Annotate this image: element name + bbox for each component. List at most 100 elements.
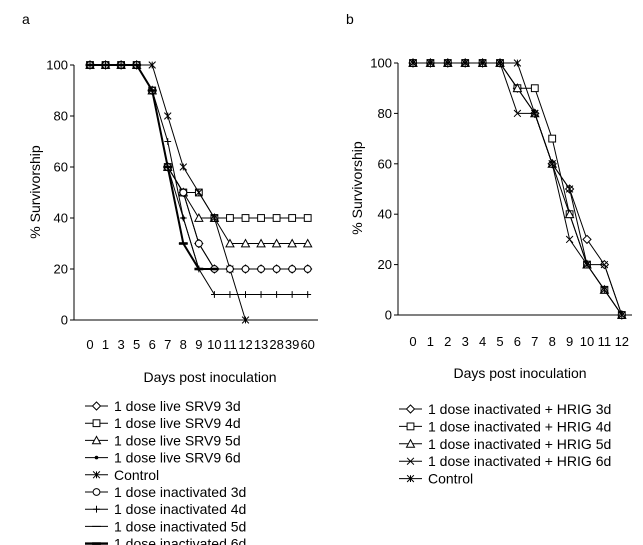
x-tick-label: 12 — [238, 337, 252, 352]
series-line — [90, 64, 215, 270]
data-point — [241, 214, 250, 222]
x-tick-label: 8 — [180, 337, 187, 352]
chart1-series-0 — [408, 58, 627, 320]
data-point — [583, 260, 591, 269]
data-point — [618, 311, 626, 319]
legend-item: 1 dose inactivated 4d — [85, 501, 246, 517]
data-point — [564, 209, 575, 219]
data-point — [531, 109, 539, 118]
data-point — [210, 214, 219, 222]
chart0-series-8 — [85, 63, 219, 271]
x-tick-label: 6 — [514, 334, 521, 349]
series-line — [413, 62, 623, 316]
data-point — [179, 214, 187, 222]
data-point — [164, 138, 172, 145]
chart1-series-2 — [408, 57, 627, 319]
data-point — [600, 260, 609, 269]
series-line — [413, 62, 623, 316]
legend-item: 1 dose inactivated + HRIG 5d — [399, 436, 611, 452]
data-point — [179, 163, 188, 171]
y-tick-label: 60 — [378, 156, 392, 171]
x-tick-label: 0 — [86, 337, 93, 352]
x-tick-label: 12 — [615, 334, 629, 349]
data-point — [530, 84, 539, 93]
data-point — [226, 265, 234, 273]
data-point — [513, 109, 522, 118]
data-point — [242, 291, 249, 298]
y-tick-label: 60 — [54, 160, 68, 175]
data-point — [211, 291, 218, 298]
y-tick-label: 0 — [385, 308, 392, 323]
legend-label: 1 dose inactivated 6d — [114, 536, 246, 545]
legend-marker-icon — [406, 422, 415, 431]
data-point — [257, 291, 265, 298]
x-tick-label: 1 — [427, 334, 434, 349]
x-tick-label: 13 — [254, 337, 268, 352]
data-point — [241, 316, 250, 324]
legend-label: 1 dose live SRV9 4d — [114, 415, 241, 431]
chart0-series-4 — [86, 61, 250, 324]
legend-item: 1 dose inactivated + HRIG 4d — [399, 418, 611, 434]
data-point — [600, 286, 609, 294]
data-point — [409, 59, 417, 67]
legend-label: 1 dose inactivated + HRIG 3d — [428, 401, 611, 417]
chart1-series-3 — [409, 59, 626, 319]
legend-label: Control — [114, 467, 159, 483]
panel-label: b — [346, 11, 354, 27]
legend-marker-icon — [405, 438, 416, 448]
legend-label: 1 dose inactivated 3d — [114, 484, 246, 500]
data-point — [225, 238, 235, 248]
series-line — [90, 64, 246, 321]
series-line — [413, 62, 623, 316]
legend-marker-icon — [92, 488, 101, 496]
y-tick-label: 20 — [54, 262, 68, 277]
legend-marker-icon — [406, 474, 415, 483]
x-tick-label: 11 — [598, 334, 612, 349]
legend-item: 1 dose live SRV9 5d — [85, 432, 241, 448]
legend-item: 1 dose inactivated 6d — [85, 536, 246, 545]
legend-label: 1 dose live SRV9 5d — [114, 432, 241, 448]
series-line — [90, 64, 215, 270]
data-point — [148, 61, 156, 69]
legend-label: 1 dose live SRV9 3d — [114, 398, 241, 414]
data-point — [288, 214, 297, 222]
y-tick-label: 100 — [370, 56, 392, 71]
data-point — [240, 238, 251, 248]
chart1-series-1 — [409, 59, 626, 319]
data-point — [226, 291, 234, 298]
y-tick-label: 80 — [378, 106, 392, 121]
legend-label: 1 dose inactivated + HRIG 5d — [428, 436, 611, 452]
x-axis-title: Days post inoculation — [143, 369, 276, 385]
x-tick-label: 3 — [117, 337, 124, 352]
data-point — [303, 265, 312, 273]
series-line — [413, 62, 623, 316]
data-point — [548, 160, 556, 168]
legend-marker-icon — [406, 457, 415, 465]
x-tick-label: 60 — [300, 337, 314, 352]
x-tick-label: 3 — [462, 334, 469, 349]
data-point — [513, 59, 522, 67]
x-tick-label: 4 — [479, 334, 486, 349]
legend-label: Control — [428, 471, 473, 487]
legend-item: 1 dose live SRV9 6d — [85, 450, 241, 466]
chart0-series-7 — [85, 64, 219, 270]
data-point — [288, 291, 296, 298]
data-point — [194, 212, 204, 222]
x-tick-label: 0 — [409, 334, 416, 349]
data-point — [426, 59, 435, 67]
data-point — [272, 214, 281, 222]
data-point — [565, 185, 574, 193]
series-line — [90, 64, 308, 295]
x-tick-label: 9 — [566, 334, 573, 349]
x-tick-label: 11 — [223, 337, 237, 352]
data-point — [287, 238, 297, 248]
data-point — [288, 265, 297, 273]
data-point — [512, 83, 523, 93]
legend-marker-icon — [91, 435, 102, 445]
legend-marker-icon — [94, 455, 99, 460]
data-point — [241, 265, 250, 273]
data-point — [257, 214, 265, 222]
data-point — [271, 238, 282, 248]
series-line — [90, 64, 308, 270]
data-point — [273, 291, 280, 298]
